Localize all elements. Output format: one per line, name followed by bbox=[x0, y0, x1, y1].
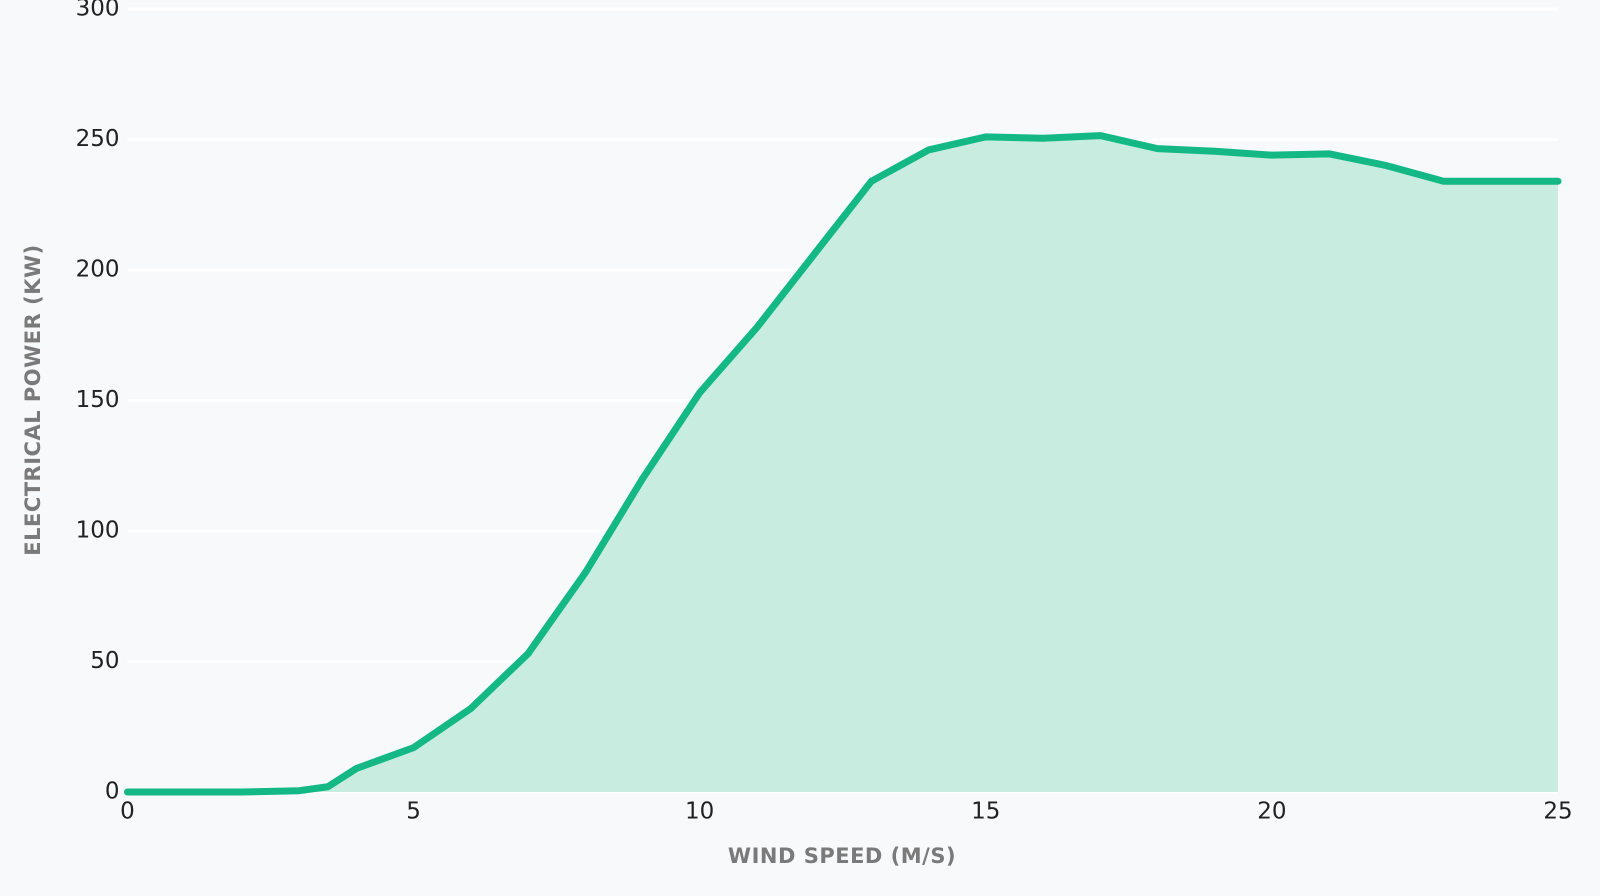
x-tick-label: 15 bbox=[971, 799, 1000, 825]
x-axis-label: WIND SPEED (M/S) bbox=[728, 844, 956, 868]
y-tick-label: 200 bbox=[76, 257, 120, 283]
y-tick-label: 100 bbox=[76, 518, 120, 544]
y-tick-label: 300 bbox=[76, 0, 120, 22]
x-tick-label: 25 bbox=[1543, 799, 1572, 825]
area-fill bbox=[127, 135, 1558, 792]
x-tick-label: 20 bbox=[1257, 799, 1286, 825]
y-tick-label: 50 bbox=[90, 648, 119, 674]
y-tick-label: 0 bbox=[105, 779, 120, 805]
y-tick-label: 250 bbox=[76, 126, 120, 152]
x-tick-label: 10 bbox=[685, 799, 714, 825]
x-tick-label: 5 bbox=[406, 799, 421, 825]
x-tick-label: 0 bbox=[120, 799, 135, 825]
y-axis-label: ELECTRICAL POWER (KW) bbox=[21, 244, 45, 556]
y-tick-label: 150 bbox=[76, 387, 120, 413]
line bbox=[124, 132, 1562, 796]
